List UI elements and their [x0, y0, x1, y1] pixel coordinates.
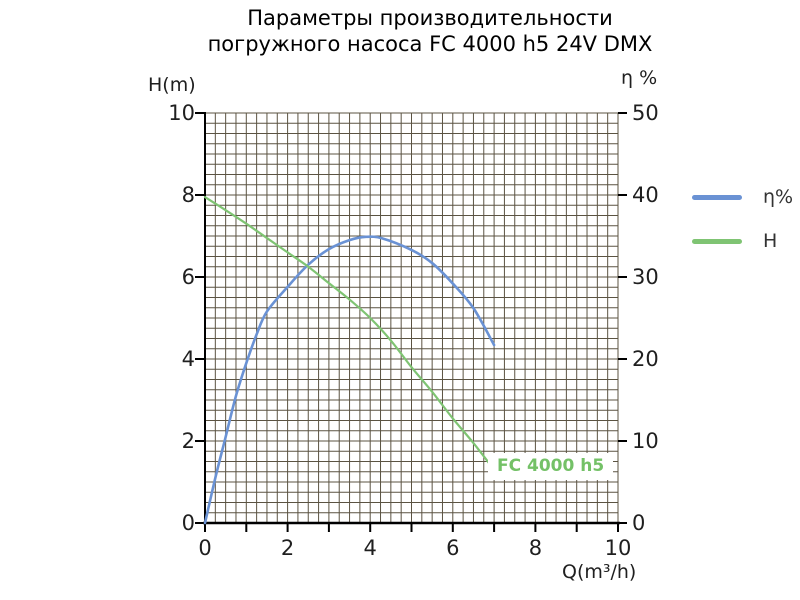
right-tick-label: 30: [632, 265, 659, 289]
left-tick-label: 8: [181, 183, 195, 207]
series-curve-H: [203, 195, 496, 471]
x-axis-title: Q(m³/h): [562, 561, 637, 583]
x-tick-label: 10: [604, 536, 632, 560]
right-axis-title: η %: [621, 67, 658, 89]
x-tick-label: 4: [363, 536, 377, 560]
x-tick-label: 0: [198, 536, 212, 560]
eta-line-swatch-icon: [692, 194, 742, 200]
left-axis-title: H(m): [148, 74, 196, 96]
series-annotation-label: FC 4000 h5: [488, 453, 614, 480]
legend-label-h: H: [763, 230, 778, 252]
legend-item-eta: η%: [692, 178, 793, 216]
right-tick-label: 10: [632, 429, 659, 453]
right-tick-label: 40: [632, 183, 659, 207]
chart-title-line1: Параметры производительности: [247, 6, 613, 30]
x-tick-label: 6: [446, 536, 460, 560]
legend-label-eta: η%: [763, 186, 794, 208]
x-tick-label: 8: [528, 536, 543, 560]
left-tick-label: 6: [181, 265, 195, 289]
left-tick-label: 0: [181, 511, 195, 535]
x-tick-label: 2: [280, 536, 295, 560]
right-tick-label: 50: [632, 101, 659, 125]
h-line-swatch-icon: [692, 238, 742, 244]
right-tick-label: 20: [632, 347, 659, 371]
legend: η% H: [692, 178, 793, 266]
series-curve-η: [203, 235, 496, 525]
left-tick-label: 2: [181, 429, 195, 453]
legend-item-h: H: [692, 222, 793, 260]
right-tick-label: 0: [632, 511, 646, 535]
left-tick-label: 4: [181, 347, 195, 371]
chart-title: Параметры производительности погружного …: [60, 5, 800, 57]
chart-title-line2: погружного насоса FC 4000 h5 24V DMX: [207, 32, 653, 56]
left-tick-label: 10: [168, 101, 195, 125]
